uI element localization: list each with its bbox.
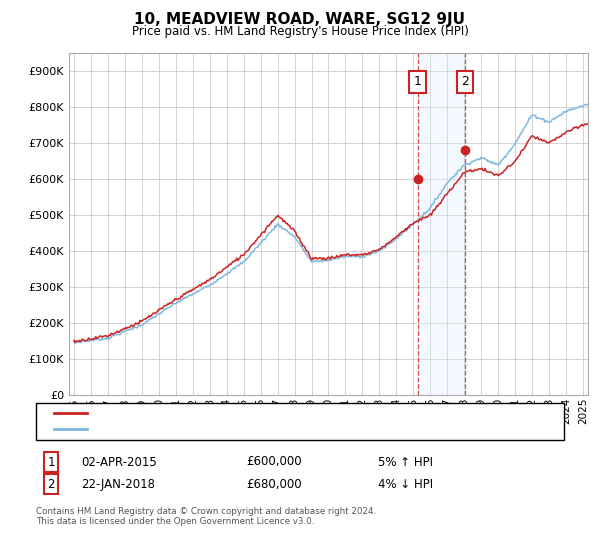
Text: Price paid vs. HM Land Registry's House Price Index (HPI): Price paid vs. HM Land Registry's House … <box>131 25 469 38</box>
Text: 10, MEADVIEW ROAD, WARE, SG12 9JU (detached house): 10, MEADVIEW ROAD, WARE, SG12 9JU (detac… <box>93 408 406 418</box>
Text: 2: 2 <box>461 76 469 88</box>
Text: 5% ↑ HPI: 5% ↑ HPI <box>378 455 433 469</box>
Text: 1: 1 <box>413 76 421 88</box>
Text: 10, MEADVIEW ROAD, WARE, SG12 9JU: 10, MEADVIEW ROAD, WARE, SG12 9JU <box>134 12 466 27</box>
Text: 02-APR-2015: 02-APR-2015 <box>81 455 157 469</box>
Bar <box>418 53 465 395</box>
Text: Contains HM Land Registry data © Crown copyright and database right 2024.
This d: Contains HM Land Registry data © Crown c… <box>36 507 376 526</box>
Text: HPI: Average price, detached house, East Hertfordshire: HPI: Average price, detached house, East… <box>93 424 395 435</box>
Text: 22-JAN-2018: 22-JAN-2018 <box>81 478 155 491</box>
Text: 2: 2 <box>47 478 55 491</box>
Text: 1: 1 <box>47 455 55 469</box>
Text: 4% ↓ HPI: 4% ↓ HPI <box>378 478 433 491</box>
Text: £680,000: £680,000 <box>246 478 302 491</box>
Text: £600,000: £600,000 <box>246 455 302 469</box>
